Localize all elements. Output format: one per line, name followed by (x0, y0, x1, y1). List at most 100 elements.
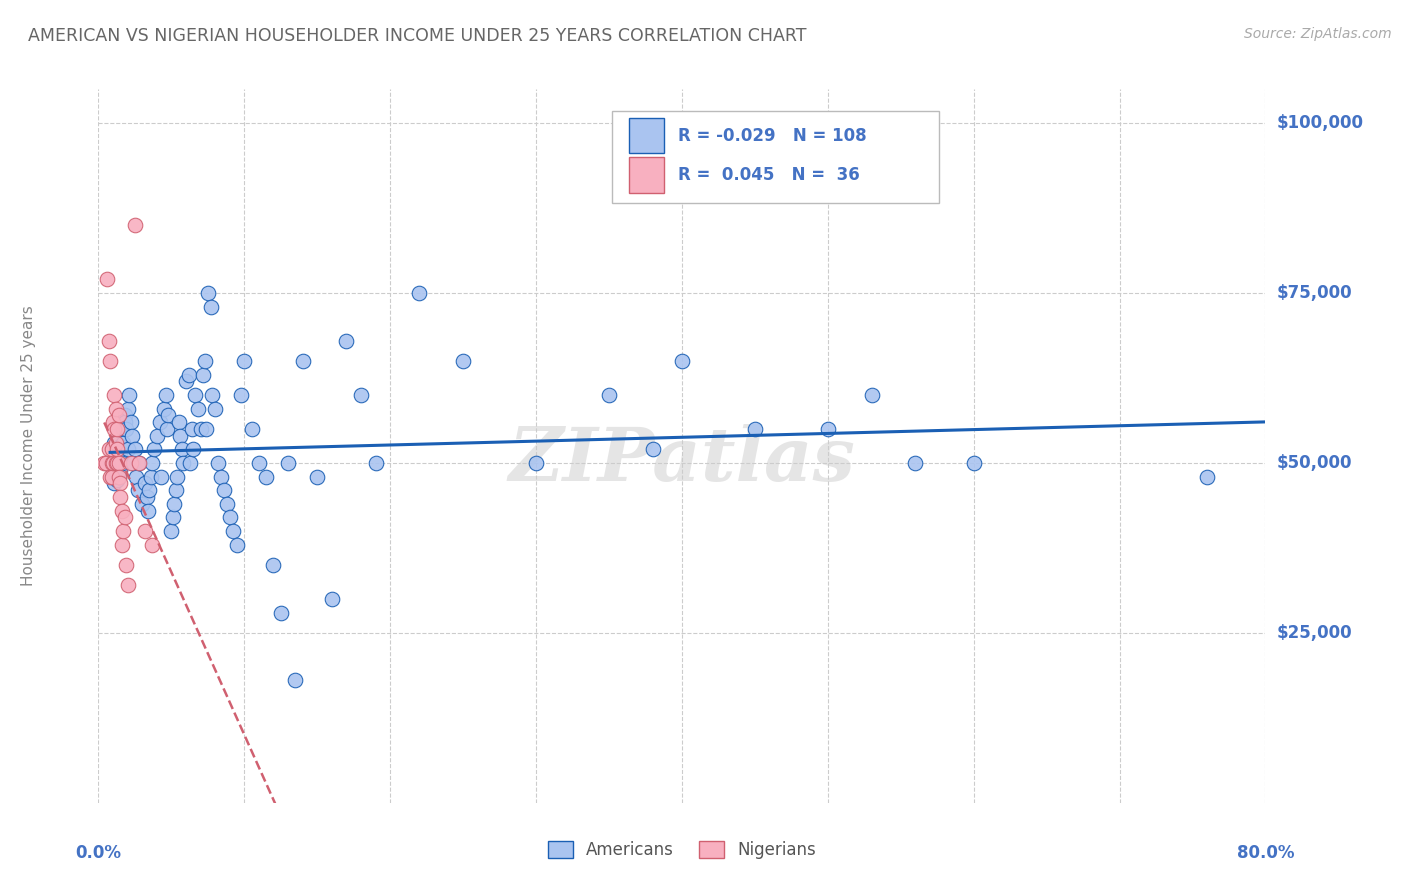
FancyBboxPatch shape (630, 157, 665, 193)
Point (108, 469, 131, 483)
Point (201, 388, 224, 402)
Point (117, 401, 139, 416)
Point (904, 456, 927, 470)
Point (105, 459, 128, 474)
Point (262, 558, 284, 572)
Point (115, 558, 138, 572)
Point (108, 456, 131, 470)
Point (93, 456, 115, 470)
Point (291, 354, 314, 368)
Point (180, 422, 202, 436)
Point (111, 456, 134, 470)
Point (240, 422, 263, 436)
Point (110, 490, 132, 504)
Point (100, 442, 122, 457)
Point (163, 497, 186, 511)
Point (100, 442, 122, 457)
Point (100, 469, 122, 483)
Point (744, 422, 766, 436)
Point (598, 388, 620, 402)
Point (110, 476, 132, 491)
Text: R =  0.045   N =  36: R = 0.045 N = 36 (679, 166, 860, 184)
Point (138, 483, 160, 498)
Point (117, 578, 139, 592)
Point (226, 537, 249, 551)
Point (134, 476, 156, 491)
Point (172, 456, 194, 470)
Point (103, 435, 125, 450)
Point (103, 476, 125, 491)
Text: AMERICAN VS NIGERIAN HOUSEHOLDER INCOME UNDER 25 YEARS CORRELATION CHART: AMERICAN VS NIGERIAN HOUSEHOLDER INCOME … (28, 27, 807, 45)
Point (105, 442, 128, 457)
Point (160, 524, 183, 538)
Point (231, 388, 253, 402)
Point (103, 388, 125, 402)
Point (97, 334, 120, 348)
Point (167, 415, 190, 429)
Point (112, 422, 135, 436)
Point (135, 490, 157, 504)
Point (114, 409, 136, 423)
Text: $100,000: $100,000 (1277, 114, 1364, 132)
Point (108, 409, 131, 423)
Point (98, 469, 121, 483)
Point (153, 401, 176, 416)
Point (408, 286, 430, 301)
Point (524, 456, 547, 470)
Point (962, 456, 984, 470)
Point (350, 388, 373, 402)
Point (127, 483, 149, 498)
Point (190, 422, 212, 436)
Point (141, 456, 163, 470)
FancyBboxPatch shape (612, 111, 939, 203)
Point (111, 537, 134, 551)
Legend: Americans, Nigerians: Americans, Nigerians (541, 834, 823, 866)
Point (451, 354, 474, 368)
Point (121, 429, 143, 443)
Point (860, 388, 883, 402)
Point (166, 469, 188, 483)
Point (104, 435, 127, 450)
Point (101, 456, 124, 470)
Point (114, 510, 136, 524)
Text: R = -0.029   N = 108: R = -0.029 N = 108 (679, 127, 868, 145)
Point (96, 272, 118, 286)
Point (104, 456, 127, 470)
Point (110, 439, 132, 453)
Point (165, 483, 187, 498)
Point (157, 409, 180, 423)
Point (100, 469, 122, 483)
Point (120, 456, 142, 470)
Point (103, 452, 125, 467)
Point (247, 456, 270, 470)
Point (277, 456, 299, 470)
Point (181, 442, 204, 457)
Point (149, 415, 172, 429)
Point (120, 415, 142, 429)
Point (183, 388, 205, 402)
Point (115, 422, 138, 436)
Point (335, 334, 357, 348)
Point (150, 469, 173, 483)
Text: $75,000: $75,000 (1277, 284, 1353, 302)
Point (209, 469, 232, 483)
Point (671, 354, 693, 368)
Point (187, 401, 209, 416)
Point (169, 429, 191, 443)
Point (104, 456, 127, 470)
Point (124, 218, 146, 232)
Point (817, 422, 839, 436)
Point (110, 463, 132, 477)
Point (195, 422, 218, 436)
Text: ZIPatlas: ZIPatlas (509, 424, 855, 497)
Point (108, 469, 131, 483)
Point (215, 497, 238, 511)
Point (101, 449, 124, 463)
Point (179, 456, 201, 470)
Point (112, 435, 135, 450)
Point (142, 442, 165, 457)
Point (125, 469, 148, 483)
Point (204, 401, 226, 416)
Point (112, 524, 135, 538)
Point (104, 401, 127, 416)
